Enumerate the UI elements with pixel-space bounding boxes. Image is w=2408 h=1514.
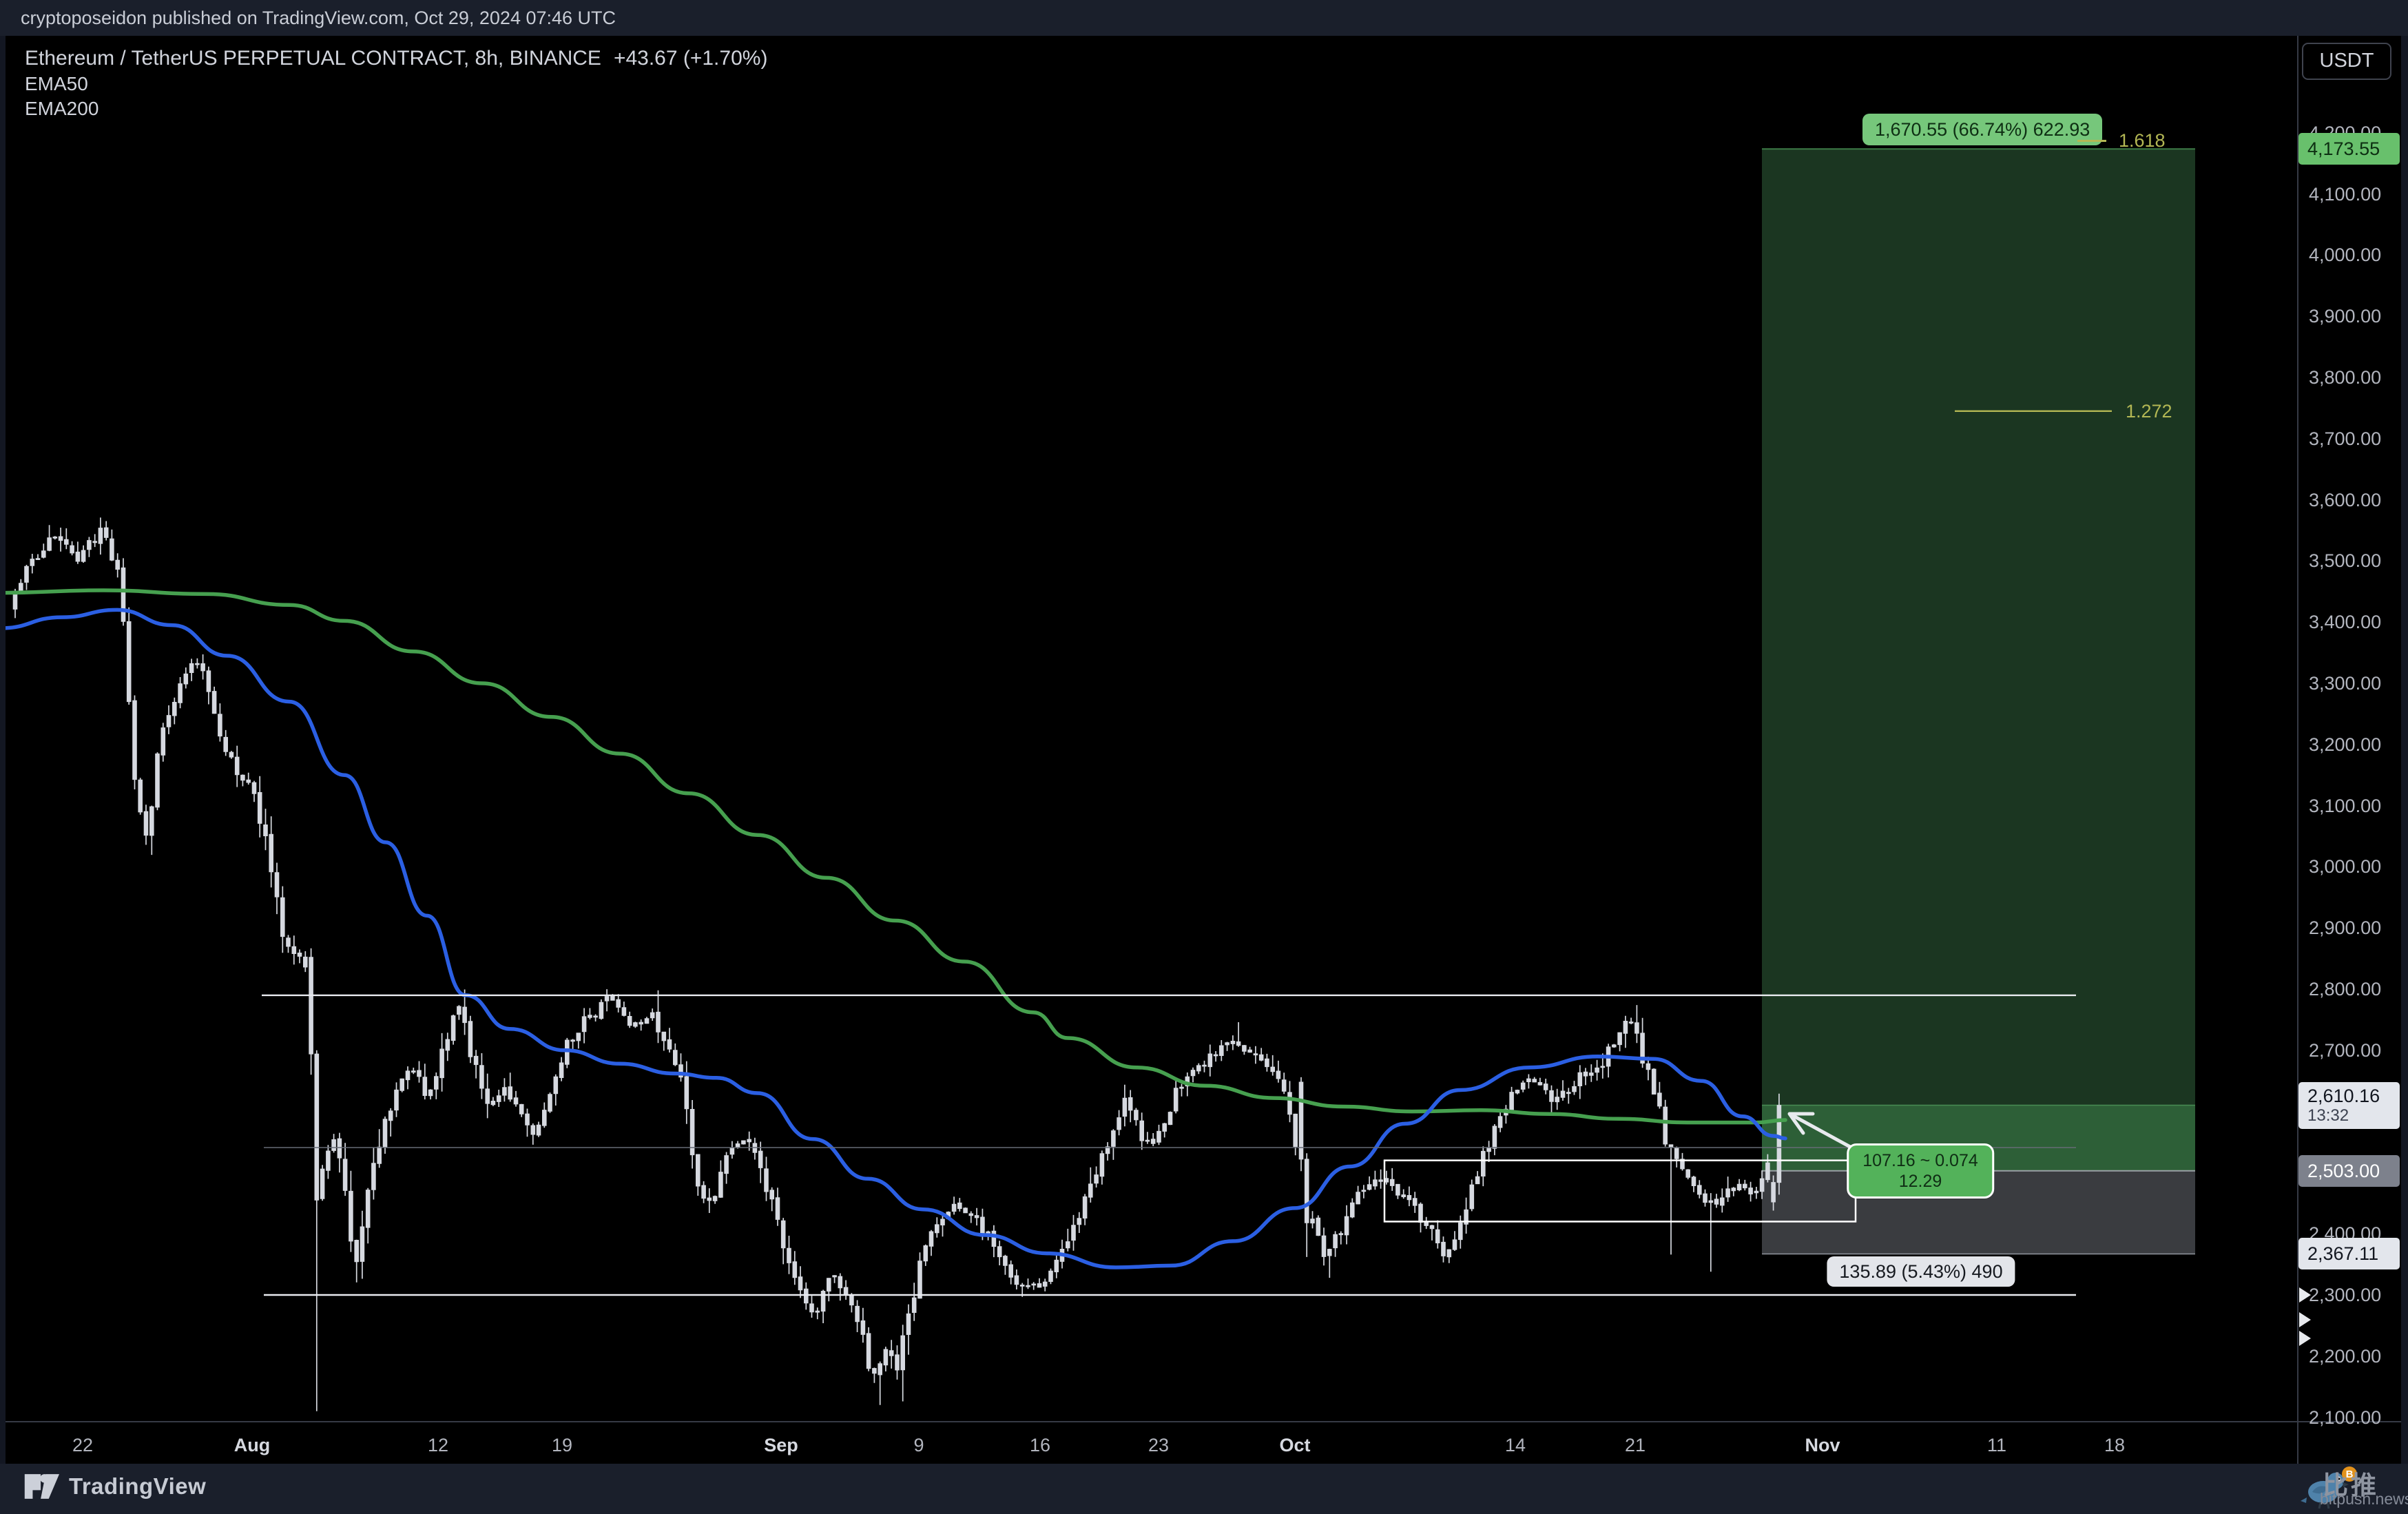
tradingview-brand[interactable]: TradingView: [23, 1473, 206, 1500]
price-tick-label: 3,000.00: [2309, 856, 2382, 878]
date-tick-label: 21: [1624, 1435, 1646, 1455]
price-tick-label: 2,100.00: [2309, 1407, 2382, 1428]
date-tick-label: Sep: [764, 1435, 798, 1455]
price-change: +43.67 (+1.70%): [613, 47, 768, 70]
price-tick-label: 4,000.00: [2309, 245, 2382, 266]
target-projection-badge[interactable]: 1,670.55 (66.74%) 622.93: [1862, 114, 2103, 146]
svg-text:B: B: [2346, 1469, 2354, 1480]
current-price-value: 2,610.16: [2307, 1085, 2380, 1106]
bitpush-bird-icon: B: [2301, 1466, 2357, 1509]
target-price-axis-badge: 4,173.55: [2298, 133, 2400, 165]
price-tick-label: 2,700.00: [2309, 1039, 2382, 1061]
bitcoin-coin-icon: [2342, 1466, 2357, 1482]
price-tick-label: 3,100.00: [2309, 795, 2382, 816]
date-tick-label: Nov: [1805, 1435, 1840, 1455]
price-tick-label: 4,100.00: [2309, 183, 2382, 205]
price-tick-label: 3,600.00: [2309, 489, 2382, 510]
entry-price-axis-badge: 2,503.00: [2298, 1154, 2400, 1187]
date-tick-label: 14: [1504, 1435, 1526, 1455]
entry-risk-line1: 107.16 ~ 0.074: [1862, 1150, 1978, 1170]
date-tick-label: 18: [2104, 1435, 2126, 1455]
price-marker-icon: [2299, 1312, 2311, 1328]
entry-risk-line2: 12.29: [1898, 1171, 1942, 1191]
date-tick-label: Aug: [233, 1435, 271, 1455]
footer-bar: [0, 1464, 2408, 1514]
bitpush-cn-text: 比推: [2323, 1471, 2379, 1500]
bar-countdown: 13:32: [2307, 1106, 2349, 1125]
time-axis-separator: [6, 1421, 2401, 1422]
ema-lines: [6, 588, 1787, 1269]
horizontal-rays[interactable]: [262, 994, 2076, 1296]
stop-price-axis-badge: 2,367.11: [2298, 1238, 2400, 1270]
date-tick-label: 11: [1986, 1435, 2007, 1455]
date-tick-label: 16: [1029, 1435, 1051, 1455]
arrow-annotation[interactable]: [1787, 1112, 1854, 1150]
fib-1272-label: 1.272: [2126, 400, 2172, 422]
bitpush-domain-text: bitpush.news: [2320, 1490, 2408, 1508]
price-tick-label: 3,700.00: [2309, 428, 2382, 449]
price-tick-label: 3,500.00: [2309, 550, 2382, 572]
price-tick-label: 3,300.00: [2309, 673, 2382, 694]
date-tick-label: 12: [427, 1435, 449, 1455]
indicator-label-ema50: EMA50: [25, 73, 88, 94]
price-marker-icon: [2299, 1287, 2311, 1303]
fib-1618-label: 1.618: [2119, 130, 2166, 152]
tradingview-logo-icon: [24, 1474, 59, 1499]
legend: Ethereum / TetherUS PERPETUAL CONTRACT, …: [25, 45, 767, 121]
indicator-label-ema200: EMA200: [25, 98, 99, 119]
date-tick-label: Oct: [1279, 1435, 1311, 1455]
candles: [12, 517, 1782, 1411]
tradingview-brand-text: TradingView: [69, 1473, 207, 1499]
symbol-title: Ethereum / TetherUS PERPETUAL CONTRACT, …: [25, 47, 601, 70]
date-tick-label: 22: [72, 1435, 94, 1455]
price-tick-label: 2,200.00: [2309, 1345, 2382, 1367]
price-tick-label: 3,400.00: [2309, 612, 2382, 633]
current-price-axis-badge: 2,610.16 13:32: [2298, 1081, 2400, 1129]
date-tick-label: 9: [913, 1435, 924, 1455]
price-marker-icon: [2299, 1331, 2311, 1347]
fib-1618-row: 1.618: [2077, 129, 2166, 152]
date-tick-label: 23: [1148, 1435, 1170, 1455]
price-tick-label: 2,300.00: [2309, 1285, 2382, 1305]
date-tick-label: 19: [551, 1435, 573, 1455]
price-tick-label: 2,800.00: [2309, 979, 2382, 999]
price-axis-separator: [2297, 36, 2298, 1464]
price-tick-label: 2,900.00: [2309, 917, 2382, 939]
publication-bar: cryptoposeidon published on TradingView.…: [0, 0, 2408, 36]
fib-1618-dash-icon: [2077, 139, 2106, 142]
price-tick-label: 3,900.00: [2309, 306, 2382, 327]
price-tick-label: 3,200.00: [2309, 734, 2382, 755]
publication-text: cryptoposeidon published on TradingView.…: [21, 8, 616, 28]
currency-button[interactable]: USDT: [2302, 43, 2391, 80]
price-tick-label: 3,800.00: [2309, 367, 2382, 388]
long-position-zones[interactable]: [1762, 148, 2195, 1255]
stop-loss-badge[interactable]: 135.89 (5.43%) 490: [1827, 1256, 2015, 1287]
entry-risk-badge[interactable]: 107.16 ~ 0.074 12.29: [1847, 1143, 1994, 1199]
